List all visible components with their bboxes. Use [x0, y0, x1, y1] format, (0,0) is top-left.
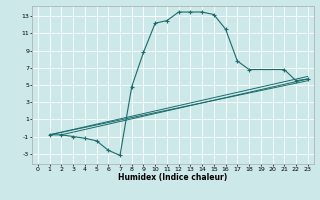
X-axis label: Humidex (Indice chaleur): Humidex (Indice chaleur) — [118, 173, 228, 182]
